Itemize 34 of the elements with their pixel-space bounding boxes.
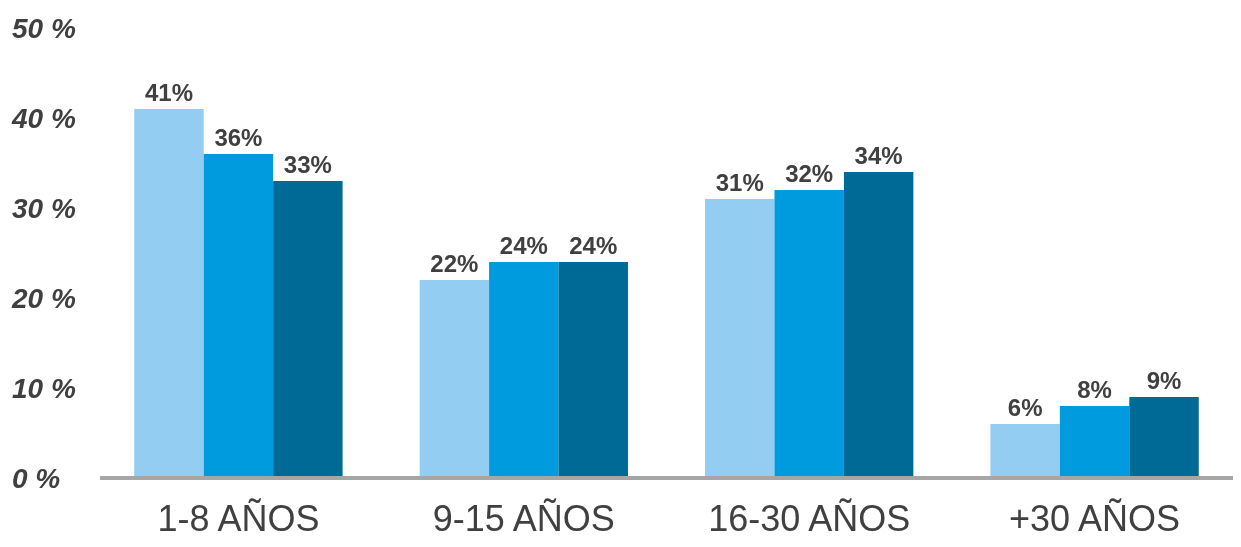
data-label: 33% xyxy=(283,151,332,178)
bar xyxy=(1129,397,1199,478)
data-label: 32% xyxy=(785,160,834,187)
data-label: 24% xyxy=(499,232,548,259)
x-tick-label: +30 AÑOS xyxy=(1009,498,1181,539)
y-tick-label: 20 % xyxy=(11,282,76,314)
y-tick-label: 30 % xyxy=(12,192,76,224)
bar xyxy=(489,262,559,478)
bar xyxy=(419,280,490,478)
bar xyxy=(1059,406,1130,478)
y-tick-label: 10 % xyxy=(12,372,76,404)
bar xyxy=(990,424,1060,478)
y-tick-label: 40 % xyxy=(11,102,76,134)
data-label: 9% xyxy=(1146,367,1182,394)
bar xyxy=(774,190,844,478)
x-tick-label: 16-30 AÑOS xyxy=(708,498,911,539)
y-tick-label: 50 % xyxy=(12,12,76,44)
x-tick-label: 9-15 AÑOS xyxy=(432,498,615,539)
bar xyxy=(134,109,204,478)
x-tick-label: 1-8 AÑOS xyxy=(157,498,320,539)
bar xyxy=(705,199,775,478)
data-label: 22% xyxy=(430,250,479,277)
bar xyxy=(843,172,914,478)
data-label: 8% xyxy=(1077,376,1112,403)
y-tick-label: 0 % xyxy=(12,462,61,494)
data-label: 34% xyxy=(854,142,903,169)
data-label: 36% xyxy=(214,124,263,151)
data-label: 24% xyxy=(569,232,618,259)
data-label: 31% xyxy=(715,169,764,196)
data-label: 6% xyxy=(1007,394,1043,421)
data-label: 41% xyxy=(144,79,193,106)
bar xyxy=(203,154,274,478)
bar xyxy=(273,181,343,478)
bar xyxy=(558,262,628,478)
